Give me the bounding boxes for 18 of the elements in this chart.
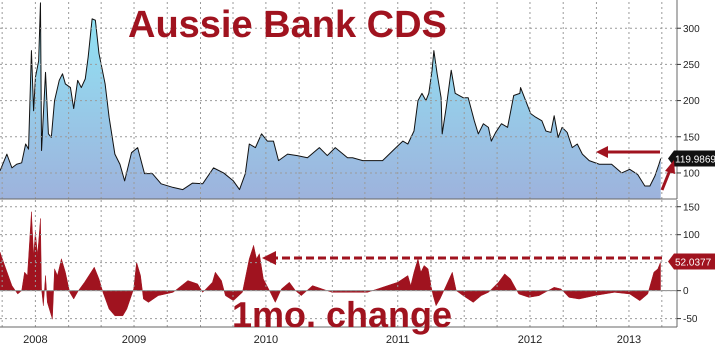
y-tick-label: -50 (683, 314, 698, 326)
y-tick-label: 0 (683, 286, 689, 298)
x-tick-label: 2008 (23, 334, 48, 346)
y-tick-label: 150 (683, 202, 700, 214)
y-tick-label: 150 (683, 132, 700, 144)
text: 1mo. change (232, 294, 452, 335)
y-tick-label: 300 (683, 24, 700, 35)
y-tick-label: 100 (683, 168, 700, 180)
x-tick-label: 2010 (254, 334, 278, 346)
x-tick-label: 2013 (616, 334, 642, 346)
y-tick-label: 100 (683, 230, 700, 242)
annotation: 52.0377 (675, 258, 712, 269)
y-tick-label: 200 (683, 96, 700, 108)
y-tick-label: 250 (683, 60, 700, 71)
chart-title: Aussie Bank CDS (128, 4, 447, 47)
x-tick-label: 2011 (386, 334, 410, 346)
x-tick-label: 2012 (518, 334, 542, 346)
x-tick-label: 2009 (122, 334, 146, 346)
